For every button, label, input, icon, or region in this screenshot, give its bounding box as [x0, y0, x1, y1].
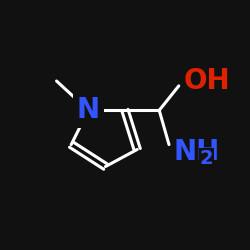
Text: NH: NH — [174, 138, 220, 166]
Text: OH: OH — [184, 67, 230, 95]
Text: 2: 2 — [200, 148, 213, 168]
Text: N: N — [77, 96, 100, 124]
